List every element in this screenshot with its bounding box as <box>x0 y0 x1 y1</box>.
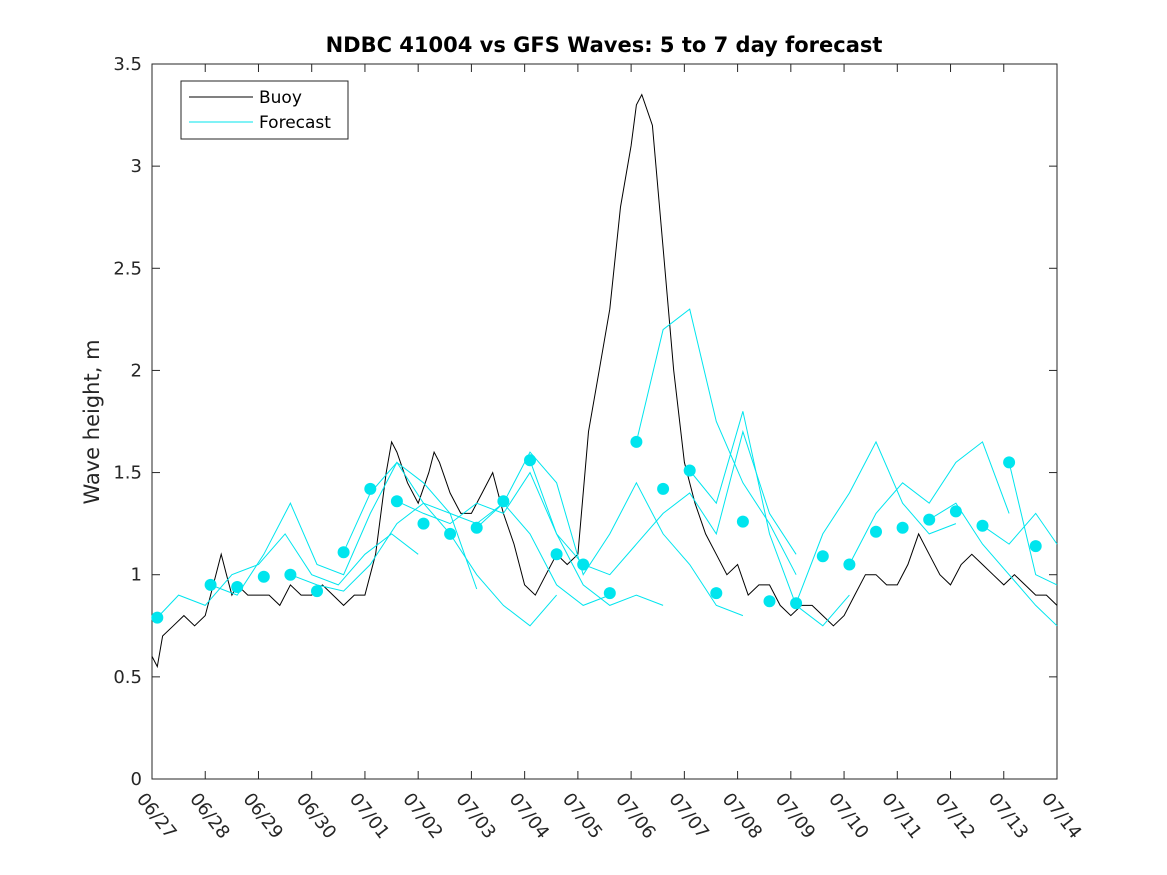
forecast-point <box>257 570 270 583</box>
forecast-point <box>790 597 803 610</box>
forecast-trace-line-2 <box>210 461 478 596</box>
legend-box <box>180 80 349 140</box>
legend-label: Buoy <box>259 88 302 108</box>
y-tick-label: 0 <box>131 769 142 790</box>
y-tick-label: 3 <box>131 156 142 177</box>
forecast-point <box>1029 540 1042 553</box>
forecast-point <box>896 521 909 534</box>
y-tick-label: 0.5 <box>113 667 142 688</box>
forecast-point <box>577 558 590 571</box>
forecast-point <box>417 517 430 530</box>
forecast-point <box>736 515 749 528</box>
forecast-point <box>204 578 217 591</box>
forecast-trace-line-5 <box>396 471 664 606</box>
y-tick-label: 2.5 <box>113 258 142 279</box>
y-tick-label: 3.5 <box>113 54 142 75</box>
forecast-point <box>364 482 377 495</box>
forecast-point <box>1003 456 1016 469</box>
legend-label: Forecast <box>259 113 331 133</box>
forecast-point <box>444 527 457 540</box>
forecast-point <box>976 519 989 532</box>
chart-title: NDBC 41004 vs GFS Waves: 5 to 7 day fore… <box>326 33 883 57</box>
forecast-point <box>870 525 882 538</box>
forecast-point <box>470 521 483 534</box>
y-tick-label: 2 <box>131 360 142 381</box>
forecast-trace-line-1 <box>156 533 419 618</box>
forecast-trace-line-11 <box>848 441 1010 565</box>
forecast-trace-line-3 <box>290 502 557 627</box>
legend: Buoy Forecast <box>180 80 349 140</box>
forecast-point <box>390 495 403 508</box>
forecast-point <box>311 585 323 598</box>
forecast-point <box>657 482 670 495</box>
series-layer <box>151 93 1058 669</box>
forecast-point <box>550 548 563 561</box>
y-tick-label: 1.5 <box>113 463 142 484</box>
forecast-point <box>816 550 829 563</box>
buoy-series-line <box>151 93 1058 669</box>
forecast-trace-line-13 <box>982 512 1058 545</box>
forecast-trace-line-14 <box>1008 462 1058 586</box>
forecast-point <box>337 546 350 559</box>
forecast-trace-line-9 <box>689 411 850 627</box>
forecast-trace-line-10 <box>795 440 957 604</box>
forecast-trace-line-12 <box>928 502 1058 627</box>
forecast-point <box>710 587 723 600</box>
forecast-point <box>497 495 510 508</box>
forecast-point <box>284 568 297 581</box>
forecast-point <box>843 558 856 571</box>
y-axis-label: Wave height, m <box>80 339 104 504</box>
y-tick-label: 1 <box>131 565 142 586</box>
plot-area: 00.511.522.533.506/27 06/28 06/29 06/30 07/0… <box>113 54 1085 843</box>
forecast-point <box>151 611 164 624</box>
forecast-point <box>683 464 696 477</box>
forecast-point <box>603 587 616 600</box>
forecast-point <box>949 505 962 518</box>
forecast-point <box>630 435 643 448</box>
forecast-trace-line-8 <box>635 308 797 575</box>
forecast-point <box>923 513 936 526</box>
forecast-point <box>524 454 536 467</box>
forecast-trace-line-6 <box>476 451 744 617</box>
forecast-point <box>231 581 244 593</box>
plot-frame <box>151 63 1058 780</box>
forecast-trace-line-7 <box>529 429 797 576</box>
forecast-point <box>763 595 776 608</box>
